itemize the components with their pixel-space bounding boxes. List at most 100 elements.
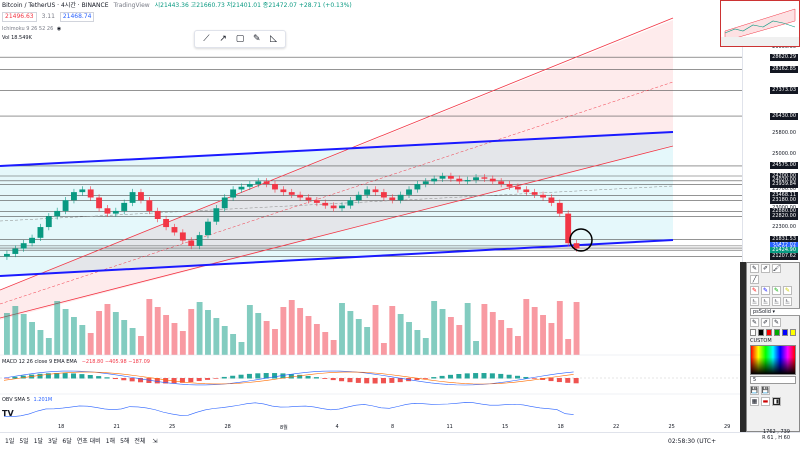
spread-value: 3.11 xyxy=(41,13,55,20)
obv-legend[interactable]: OBV SMA 5 1.201M xyxy=(2,397,52,404)
obv-value: 1.201M xyxy=(33,397,53,403)
exit-icon[interactable]: ◧ xyxy=(772,397,781,406)
brush-icon[interactable]: 🖌 xyxy=(772,264,781,273)
blue-pen-icon[interactable]: ✎ xyxy=(761,286,770,295)
ichimoku-legend[interactable]: Ichimoku 9 26 52 26 ◉ xyxy=(2,26,61,33)
brush-tool-icon[interactable]: ✎ xyxy=(253,34,261,44)
save-as-icon[interactable]: 💾 xyxy=(761,386,770,395)
range-button[interactable]: 5해 xyxy=(120,438,130,445)
candle-body xyxy=(154,210,161,219)
red-pen-icon[interactable]: ✎ xyxy=(750,286,759,295)
color-swatch[interactable] xyxy=(766,329,772,336)
volume-bar xyxy=(506,328,513,355)
ray-tool-icon[interactable]: ↗ xyxy=(219,34,227,44)
macd-hist-bar xyxy=(339,378,345,382)
color-swatch[interactable] xyxy=(774,329,780,336)
triangle-tool-icon[interactable]: ◺ xyxy=(270,34,278,44)
range-button[interactable]: 1해 xyxy=(105,438,116,445)
eraser-icon[interactable]: ▬ xyxy=(761,397,770,406)
range-button[interactable]: 1달 xyxy=(33,438,44,445)
volume-bar xyxy=(556,301,563,355)
range-button[interactable]: 전체 xyxy=(134,438,146,445)
macd-hist-bar xyxy=(473,373,479,379)
color-swatch[interactable] xyxy=(782,329,788,336)
macd-hist-bar xyxy=(37,373,43,379)
buy-price-box[interactable]: 21468.74 xyxy=(59,12,95,22)
candle-body xyxy=(29,237,35,244)
minimap-preview[interactable] xyxy=(720,0,800,47)
save-icon[interactable]: 💾 xyxy=(750,386,759,395)
time-label: 22 xyxy=(613,424,620,430)
underline-pen-2-icon[interactable]: ⎁ xyxy=(761,297,770,306)
color-swatch[interactable] xyxy=(750,329,756,336)
candle-body xyxy=(263,181,270,185)
marker-3-icon[interactable]: ✎ xyxy=(772,318,781,327)
yellow-pen-icon[interactable]: ✎ xyxy=(783,286,792,295)
macd-pane xyxy=(0,354,742,386)
underline-pen-3-icon[interactable]: ⎁ xyxy=(772,297,781,306)
volume-bar xyxy=(305,316,312,355)
ichimoku-label: Ichimoku 9 26 52 26 xyxy=(2,26,54,32)
volume-legend[interactable]: Vol 18.549K xyxy=(2,35,32,42)
time-label: 25 xyxy=(668,424,675,430)
line-tool-icon[interactable]: ⟋ xyxy=(203,34,210,44)
marker-icon[interactable]: ✎ xyxy=(750,318,759,327)
candle-body xyxy=(330,205,337,209)
candle-body xyxy=(548,197,555,203)
candle-body xyxy=(355,194,362,201)
price-chart[interactable] xyxy=(0,0,742,432)
macd-legend[interactable]: MACD 12 26 close 9 EMA EMA −218.80 −405.… xyxy=(2,359,150,366)
candle-body xyxy=(79,189,86,193)
candle-body xyxy=(514,186,521,190)
volume-bar xyxy=(297,308,304,355)
pen-style-select[interactable]: psSolid ▾ xyxy=(750,308,800,316)
rectangle-tool-icon[interactable]: ▢ xyxy=(235,34,245,44)
macd-hist-bar xyxy=(489,373,495,379)
line-pen-icon[interactable]: ╱ xyxy=(750,275,759,284)
eye-icon[interactable]: ◉ xyxy=(56,26,62,32)
width-input[interactable]: 5 xyxy=(750,376,796,384)
volume-bar xyxy=(112,312,119,355)
color-gradient-picker[interactable] xyxy=(750,345,796,375)
candle-body xyxy=(280,189,287,193)
volume-bar xyxy=(431,301,438,355)
panel-handle[interactable] xyxy=(740,262,746,432)
macd-hist-bar xyxy=(422,378,428,379)
highlighter-icon[interactable]: ✐ xyxy=(761,264,770,273)
marker-2-icon[interactable]: ✐ xyxy=(761,318,770,327)
candle-body xyxy=(188,240,195,246)
pen-icon[interactable]: ✎ xyxy=(750,264,759,273)
macd-hist-bar xyxy=(246,373,252,379)
range-button[interactable]: 3달 xyxy=(48,438,58,445)
macd-label: MACD 12 26 close 9 EMA EMA xyxy=(2,359,78,365)
image-icon[interactable]: ▦ xyxy=(750,397,759,406)
candle-body xyxy=(205,221,211,236)
green-pen-icon[interactable]: ✎ xyxy=(772,286,781,295)
sell-price-box[interactable]: 21496.63 xyxy=(2,12,37,22)
chart-header: Bitcoin / TetherUS · 4시간 · BINANCE Tradi… xyxy=(2,2,355,22)
macd-hist-bar xyxy=(255,373,261,379)
tradingview-logo: TV xyxy=(2,409,14,418)
candle-body xyxy=(129,192,136,203)
range-button[interactable]: 6달 xyxy=(62,438,72,445)
time-label: 28 xyxy=(224,424,231,430)
red-channel-fill xyxy=(0,20,673,320)
annotations xyxy=(569,228,593,252)
ohlc-values: 시21443.36 고21660.73 저21401.01 종21472.07 … xyxy=(154,2,352,9)
calendar-range-icon[interactable]: ⇲ xyxy=(152,438,158,445)
range-button[interactable]: 1일 xyxy=(5,438,15,445)
underline-pen-icon[interactable]: ⎁ xyxy=(750,297,759,306)
color-swatch[interactable] xyxy=(758,329,764,336)
color-swatch[interactable] xyxy=(790,329,796,336)
range-button[interactable]: 연초 대비 xyxy=(76,438,101,445)
candle-body xyxy=(238,186,245,190)
cursor-size: R 61 , H 60 xyxy=(762,435,790,441)
macd-hist-bar xyxy=(238,374,244,379)
underline-pen-4-icon[interactable]: ⎁ xyxy=(783,297,792,306)
macd-hist-bar xyxy=(96,376,102,379)
range-button[interactable]: 5일 xyxy=(19,438,29,445)
price-label: 22880.00 xyxy=(770,207,798,215)
volume-bar xyxy=(71,317,77,355)
symbol-title[interactable]: Bitcoin / TetherUS · 4시간 · BINANCE xyxy=(2,2,109,9)
candle-body xyxy=(506,184,513,187)
